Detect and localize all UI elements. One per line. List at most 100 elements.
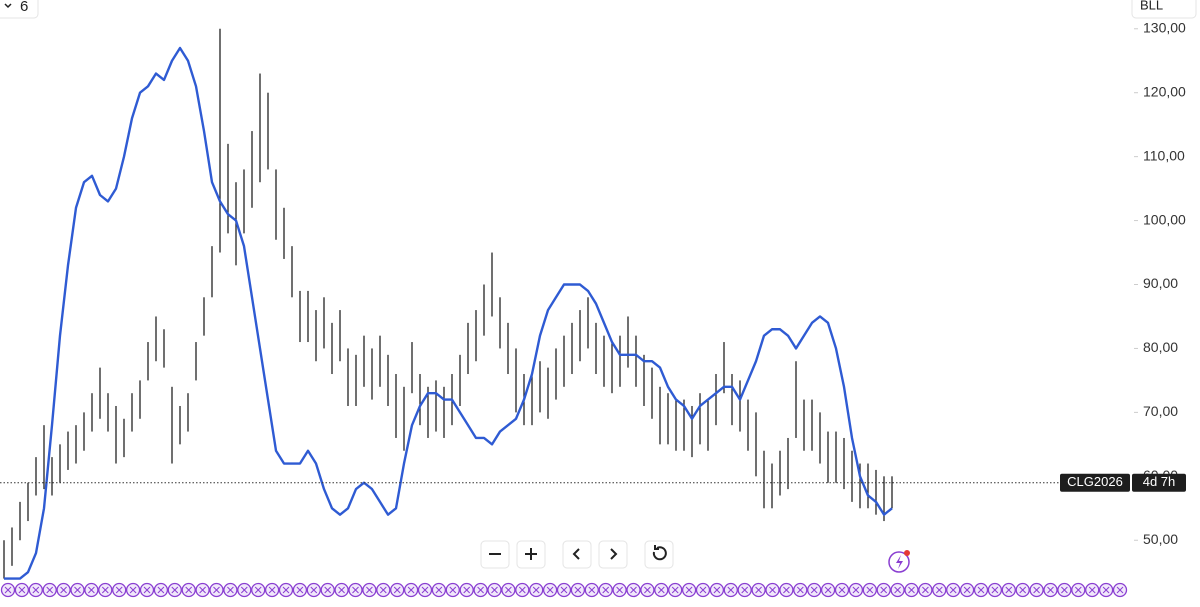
icon-glyph (588, 586, 596, 594)
symbol-label: CLG2026 (1067, 474, 1123, 489)
icon-glyph (755, 586, 762, 594)
icon-glyph (1102, 586, 1110, 594)
icon-glyph (435, 586, 443, 594)
icon-glyph (977, 586, 985, 594)
icon-glyph (254, 586, 262, 594)
symbol-label-box (1060, 473, 1130, 492)
icon-glyph (518, 586, 526, 594)
icon-glyph (810, 586, 818, 594)
icon-glyph (282, 586, 290, 594)
interval: 6 (20, 0, 28, 15)
countdown-box (1132, 473, 1186, 492)
zoom-out[interactable] (480, 540, 510, 569)
plot: 50,0060,0070,0080,0090,00100,00110,00120… (0, 19, 1186, 580)
zoom-in[interactable] (516, 540, 546, 569)
interval-button[interactable]: 6 (0, 0, 39, 19)
icon-glyph (894, 586, 901, 594)
icon-glyph (796, 586, 804, 594)
icon-glyph (852, 586, 860, 594)
y-tick-label: 90,00 (1143, 275, 1178, 291)
icon-glyph (477, 586, 484, 594)
icon-glyph (115, 586, 123, 594)
icon-glyph (908, 586, 915, 594)
lightning[interactable] (888, 550, 910, 573)
icon-glyph (991, 586, 999, 594)
icon-glyph (227, 586, 234, 594)
icon-glyph (1033, 586, 1040, 594)
icon-glyph (727, 586, 735, 594)
icon-glyph (616, 586, 623, 594)
icon-glyph (574, 586, 582, 594)
icon-glyph (32, 586, 40, 594)
icon-glyph (1074, 586, 1082, 594)
y-tick-label: 70,00 (1143, 403, 1178, 419)
icon-glyph (949, 586, 957, 594)
icon-glyph (713, 586, 721, 594)
icon-glyph (421, 586, 429, 594)
icon-glyph (963, 586, 971, 594)
y-tick-label: 130,00 (1143, 19, 1186, 35)
y-tick-label: 120,00 (1143, 83, 1186, 99)
icon-glyph (338, 586, 345, 594)
icon-glyph (505, 586, 512, 594)
y-tick-label: 80,00 (1143, 339, 1178, 355)
icon-glyph (129, 586, 137, 594)
icon-glyph (1019, 586, 1027, 594)
icon-glyph (560, 586, 568, 594)
y-tick-label: 50,00 (1143, 531, 1178, 547)
reset[interactable] (644, 540, 674, 569)
symbol-button[interactable]: BLL (1131, 0, 1197, 19)
icon-glyph (769, 586, 776, 594)
icon-glyph (1061, 586, 1068, 594)
icon-glyph (783, 586, 790, 594)
icon-glyph (741, 586, 749, 594)
icon-row (0, 582, 1128, 598)
icon-glyph (1047, 586, 1054, 594)
scroll-left[interactable] (562, 540, 592, 569)
icon-glyph (46, 586, 54, 594)
icon-glyph (532, 586, 540, 594)
icon-glyph (699, 586, 707, 594)
scroll-right[interactable] (598, 540, 628, 569)
icon-glyph (407, 586, 415, 594)
icon-glyph (657, 586, 665, 594)
icon-glyph (352, 586, 359, 594)
nav-buttons (480, 540, 910, 573)
icon-glyph (644, 586, 651, 594)
icon-glyph (685, 586, 693, 594)
icon-glyph (324, 586, 332, 594)
icon-glyph (4, 586, 12, 594)
icon-glyph (240, 586, 248, 594)
icon-glyph (296, 586, 304, 594)
indicator-line (4, 46, 893, 580)
icon-glyph (922, 586, 929, 594)
symbol-short: BLL (1140, 0, 1163, 12)
icon-glyph (602, 586, 610, 594)
icon-glyph (101, 586, 109, 594)
icon-glyph (268, 586, 276, 594)
countdown: 4d 7h (1143, 474, 1176, 489)
icon-glyph (310, 586, 318, 594)
icon-glyph (1005, 586, 1013, 594)
icon-glyph (199, 586, 206, 594)
icon-glyph (143, 586, 151, 594)
icon-glyph (393, 586, 401, 594)
icon-glyph (88, 586, 95, 594)
icon-glyph (449, 586, 457, 594)
icon-glyph (366, 586, 373, 594)
icon-glyph (491, 586, 498, 594)
y-tick-label: 100,00 (1143, 211, 1186, 227)
icon-glyph (463, 586, 471, 594)
icon-glyph (1088, 586, 1096, 594)
icon-glyph (880, 586, 888, 594)
icon-glyph (157, 586, 165, 594)
icon-glyph (213, 586, 220, 594)
icon-glyph (838, 586, 846, 594)
icon-glyph (74, 586, 81, 594)
icon-glyph (171, 586, 179, 594)
icon-glyph (671, 586, 679, 594)
y-tick-label: 110,00 (1143, 147, 1185, 163)
icon-glyph (185, 586, 193, 594)
